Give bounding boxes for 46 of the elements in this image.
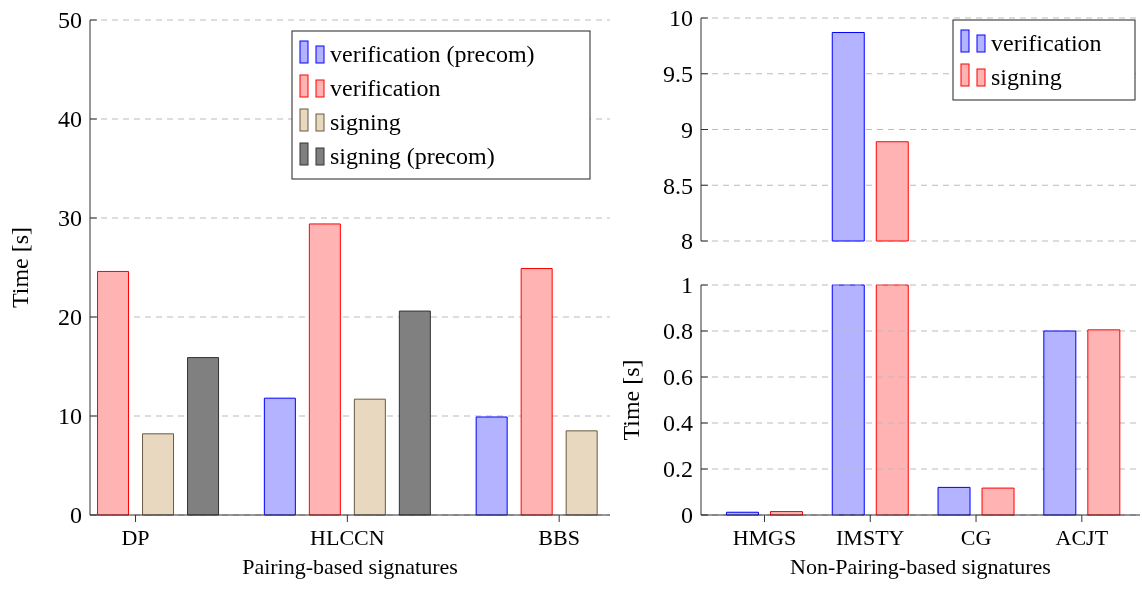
y-tick-label: 0 — [70, 502, 82, 529]
y-tick-label: 50 — [58, 7, 82, 34]
y-tick-label: 20 — [58, 304, 82, 331]
y-tick-label: 1 — [681, 272, 693, 299]
y-tick-label: 10 — [58, 403, 82, 430]
y-tick-label: 8 — [681, 228, 693, 255]
y-tick-label: 0.4 — [663, 410, 693, 437]
x-tick-label: HMGS — [732, 525, 797, 550]
x-tick-label: ACJT — [1055, 525, 1109, 550]
legend-label: signing (precom) — [330, 143, 495, 170]
x-tick-label: CG — [960, 525, 992, 550]
y-tick-label: 40 — [58, 106, 82, 133]
x-tick-label: DP — [121, 525, 150, 550]
x-tick-label: BBS — [538, 525, 580, 550]
legend-label: signing — [991, 64, 1062, 91]
legend-label: verification — [330, 75, 441, 102]
y-tick-label: 0.6 — [663, 364, 693, 391]
y-tick-label: 9.5 — [663, 61, 693, 88]
y-tick-label: 8.5 — [663, 172, 693, 199]
bar — [565, 430, 598, 516]
y-tick-label: 10 — [669, 5, 693, 32]
y-tick-label: 0.8 — [663, 318, 693, 345]
bar — [1043, 330, 1077, 516]
bar — [263, 397, 296, 516]
bar — [520, 267, 553, 516]
x-tick-label: HLCCN — [310, 525, 385, 550]
y-axis-title: Time [s] — [618, 359, 644, 441]
bar — [308, 223, 341, 516]
bar — [142, 433, 175, 516]
legend-label: verification (precom) — [330, 41, 535, 68]
legend-label: verification — [991, 30, 1102, 57]
y-tick-label: 30 — [58, 205, 82, 232]
y-axis-title: Time [s] — [7, 226, 33, 309]
legend-label: signing — [330, 109, 401, 136]
y-tick-label: 0 — [681, 502, 693, 529]
bar — [475, 416, 508, 516]
y-tick-label: 0.2 — [663, 456, 693, 483]
x-tick-label: IMSTY — [836, 525, 905, 550]
x-axis-title: Non-Pairing-based signatures — [790, 554, 1051, 579]
bar — [97, 270, 130, 516]
bar — [353, 398, 386, 516]
y-tick-label: 9 — [681, 116, 693, 143]
bar — [981, 487, 1015, 516]
bar — [1087, 329, 1121, 516]
x-axis-title: Pairing-based signatures — [242, 554, 458, 579]
bar — [937, 486, 971, 516]
